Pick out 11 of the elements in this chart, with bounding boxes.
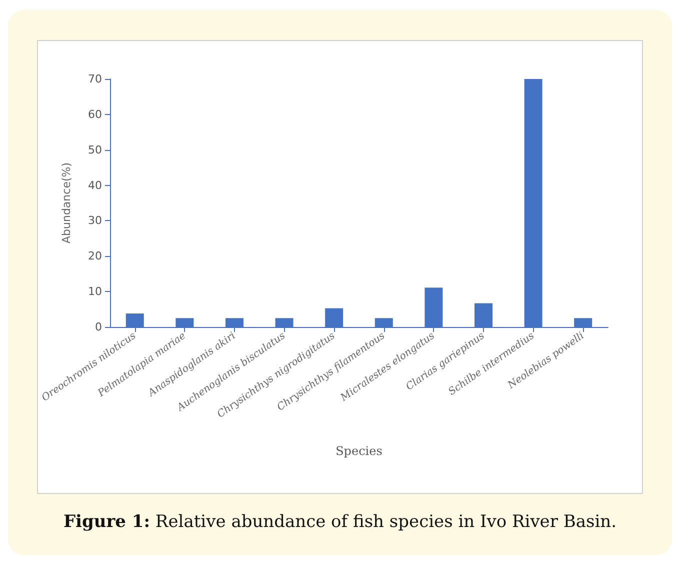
text: Figure 1: Relative abundance of fish species in Ivo River Basin.	[62, 512, 618, 532]
y-tick-label: 30	[88, 214, 102, 228]
y-tick-label: 40	[88, 178, 102, 192]
x-axis-title: Species	[336, 444, 382, 458]
y-tick-label: 70	[88, 72, 102, 86]
y-axis-title: Abundance(%)	[60, 162, 73, 244]
y-tick-label: 50	[88, 143, 102, 156]
y-tick-label: 60	[88, 108, 102, 121]
y-tick-label: 20	[88, 250, 102, 263]
y-tick-label: 10	[88, 285, 102, 298]
y-tick-label: 0	[94, 320, 102, 334]
